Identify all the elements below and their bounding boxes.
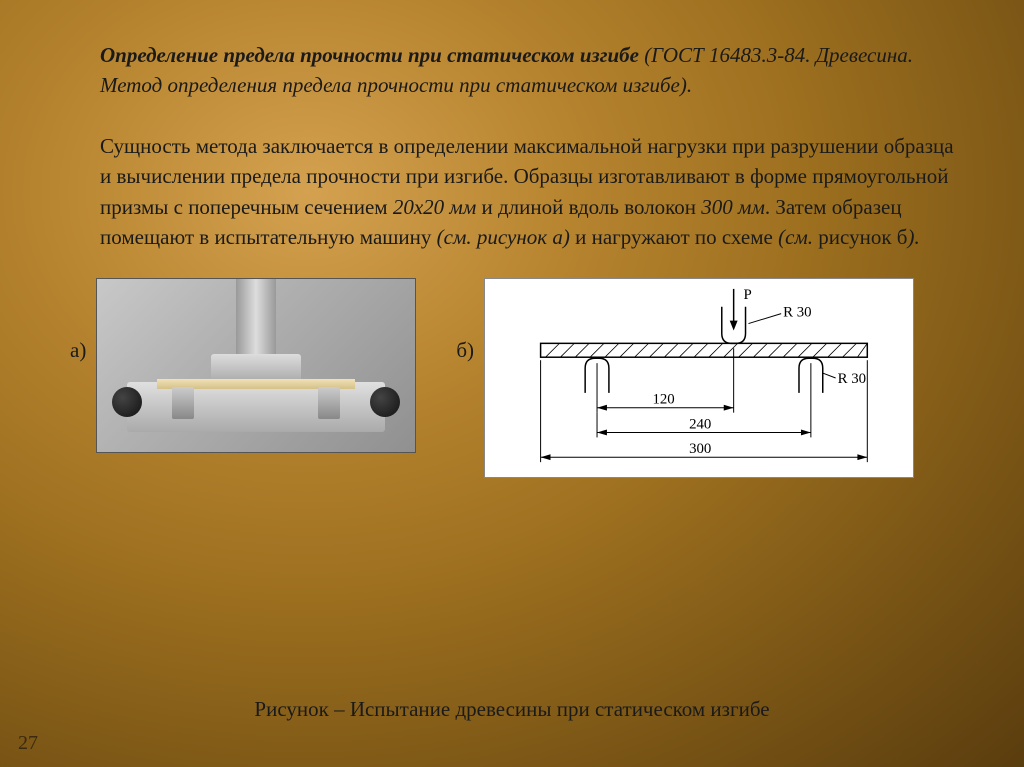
figures-row: а) б) P (70, 278, 954, 478)
figure-b-group: б) P R 30 (456, 278, 914, 478)
radius-top-label: R 30 (783, 304, 811, 320)
dim-120: 120 (652, 391, 674, 407)
dimension-2: 300 мм (701, 195, 765, 219)
rig-support-right (318, 387, 340, 419)
radius-bottom-label: R 30 (838, 371, 866, 387)
rig-support-left (172, 387, 194, 419)
rig-knob-left (112, 387, 142, 417)
ref-figure-a: (см. рисунок а) (437, 225, 570, 249)
body-text-b: и длиной вдоль волокон (476, 195, 701, 219)
title-bold: Определение предела прочности при статич… (100, 43, 639, 67)
slide-title: Определение предела прочности при статич… (100, 40, 954, 101)
force-label: P (744, 286, 752, 302)
figure-a-group: а) (70, 278, 416, 453)
bending-scheme-diagram: P R 30 (484, 278, 914, 478)
dim-240: 240 (689, 416, 711, 432)
ref-b-open: (см. (778, 225, 813, 249)
rig-knob-right (370, 387, 400, 417)
dimension-1: 20х20 мм (393, 195, 476, 219)
figure-caption: Рисунок – Испытание древесины при статич… (0, 697, 1024, 722)
body-paragraph: Сущность метода заключается в определени… (100, 131, 954, 253)
ref-b-mid: рисунок б (813, 225, 907, 249)
testing-machine-photo (96, 278, 416, 453)
dim-300: 300 (689, 441, 711, 457)
rig-head (211, 354, 301, 382)
rig-base (127, 382, 385, 432)
body-text-d: и нагружают по схеме (570, 225, 778, 249)
ref-b-close: ). (907, 225, 919, 249)
page-number: 27 (18, 732, 38, 755)
figure-a-label: а) (70, 338, 86, 363)
figure-b-label: б) (456, 338, 474, 363)
